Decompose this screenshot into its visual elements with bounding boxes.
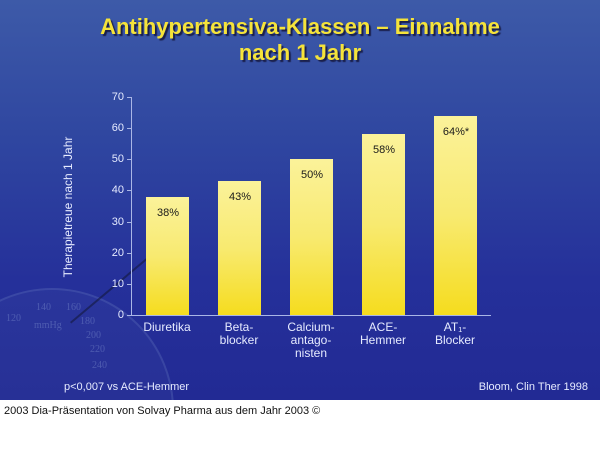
y-tick <box>127 190 131 192</box>
gauge-label: mmHg <box>34 320 62 331</box>
y-tick <box>127 97 131 98</box>
x-category-label: Diuretika <box>143 320 191 334</box>
slide: 120 140 160 180 200 220 240 mmHg Antihyp… <box>0 0 600 400</box>
y-axis <box>131 97 132 316</box>
bar-value-label: 43% <box>228 191 252 204</box>
bar-5 <box>434 115 477 315</box>
y-tick <box>127 221 131 223</box>
y-tick <box>127 128 131 130</box>
gauge-label: 240 <box>92 360 107 371</box>
x-category-label: Calcium-antago-nisten <box>287 320 335 360</box>
source-citation: Bloom, Clin Ther 1998 <box>478 381 588 393</box>
bar-value-label: 50% <box>300 169 324 182</box>
y-tick-label: 30 <box>111 215 124 228</box>
y-tick <box>127 159 131 161</box>
x-category-label: AT₁- Blocker <box>434 320 475 347</box>
gauge-label: 160 <box>66 302 81 313</box>
gauge-label: 220 <box>90 344 105 355</box>
gauge-label: 180 <box>80 316 95 327</box>
y-tick <box>127 315 131 316</box>
y-tick-label: 60 <box>111 122 124 135</box>
title-line-2: nach 1 Jahr <box>238 40 362 65</box>
bar-value-label: 38% <box>156 206 180 219</box>
y-tick-label: 70 <box>111 91 124 103</box>
y-tick <box>127 252 131 254</box>
y-tick <box>127 283 131 285</box>
bar-2 <box>218 181 261 315</box>
gauge-label: 120 <box>6 313 21 324</box>
bar-3 <box>290 159 333 315</box>
y-axis-title: Therapietreue nach 1 Jahr <box>61 136 75 278</box>
x-category-label: Beta-blocker <box>219 320 259 347</box>
y-tick-label: 0 <box>117 309 124 321</box>
significance-footnote: p<0,007 vs ACE-Hemmer <box>64 381 190 393</box>
title-line-1: Antihypertensiva-Klassen – Einnahme <box>100 14 500 39</box>
y-tick-label: 40 <box>111 184 124 197</box>
bar-value-label: 58% <box>372 144 396 157</box>
bar-value-label: 64%* <box>442 125 470 138</box>
y-tick-label: 50 <box>111 153 124 166</box>
bar-4 <box>362 134 405 315</box>
x-category-label: ACE- Hemmer <box>359 320 406 347</box>
bar-1 <box>146 196 189 315</box>
y-tick-label: 20 <box>111 246 124 259</box>
gauge-label: 200 <box>86 330 101 341</box>
gauge-label: 140 <box>36 302 51 313</box>
x-axis <box>131 315 491 316</box>
image-caption: 2003 Dia-Präsentation von Solvay Pharma … <box>4 405 321 417</box>
slide-title: Antihypertensiva-Klassen – Einnahme nach… <box>0 14 600 66</box>
y-tick-label: 10 <box>111 277 124 290</box>
